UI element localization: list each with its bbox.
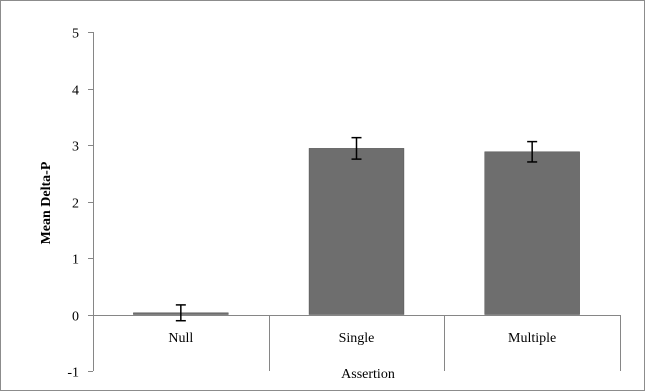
x-axis-title: Assertion: [341, 367, 395, 382]
y-tick-label: 2: [72, 197, 79, 212]
x-category-label: Multiple: [508, 331, 556, 346]
x-category-label: Null: [168, 331, 193, 346]
y-tick-labels: -1 0 1 2 3 4 5: [67, 27, 79, 381]
y-tick-label: 0: [72, 310, 79, 325]
y-tick-label: 3: [72, 140, 79, 155]
bar: [484, 151, 580, 315]
y-tick-label: 5: [72, 27, 79, 42]
y-tick-label: 1: [72, 253, 79, 268]
error-bars: [175, 136, 538, 322]
x-category-label: Single: [339, 331, 375, 346]
y-axis-title: Mean Delta-P: [39, 161, 54, 244]
y-tick-label: -1: [67, 366, 79, 381]
y-tick-label: 4: [72, 84, 79, 99]
x-category-labels: Null Single Multiple: [168, 331, 556, 346]
bar: [308, 148, 405, 315]
